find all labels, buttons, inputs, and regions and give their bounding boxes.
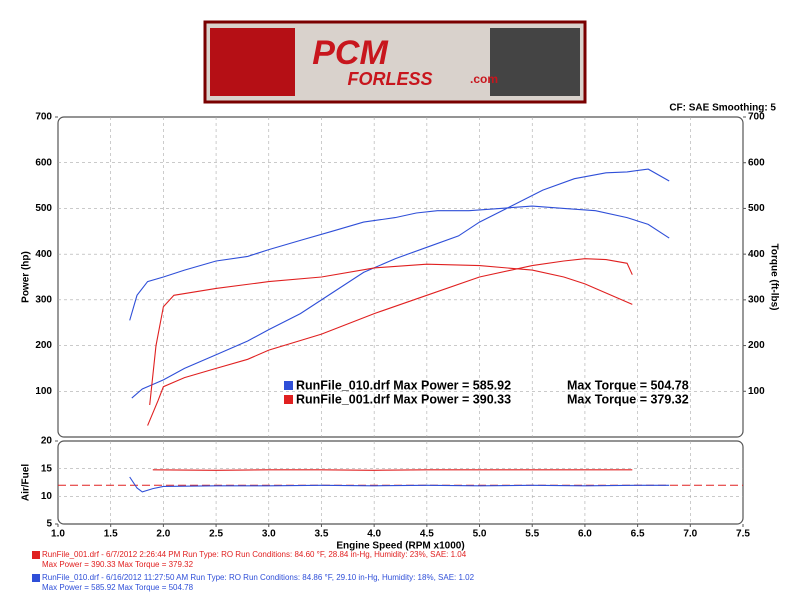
x-tick-label: 6.5 — [631, 529, 645, 540]
logo-car-left — [210, 28, 295, 96]
x-tick-label: 2.0 — [156, 529, 170, 540]
y-tick-label: 500 — [35, 203, 52, 214]
y-axis-label: Air/Fuel — [21, 464, 32, 501]
plot-frame — [57, 440, 744, 525]
y-tick-label: 100 — [35, 386, 52, 397]
logo-text: FORLESS — [347, 69, 432, 89]
run-swatch — [32, 574, 40, 582]
y-tick-label: 700 — [35, 112, 52, 123]
y2-tick-label: 200 — [748, 340, 765, 351]
x-tick-label: 2.5 — [209, 529, 223, 540]
legend-power: RunFile_010.drf Max Power = 585.92 — [296, 378, 511, 392]
data-line — [147, 258, 633, 426]
logo-car-right — [490, 28, 580, 96]
x-tick-label: 5.5 — [525, 529, 539, 540]
y2-axis-label: Torque (ft-lbs) — [768, 243, 779, 310]
legend-swatch — [284, 395, 293, 404]
plot-frame — [57, 116, 744, 438]
legend-torque: Max Torque = 504.78 — [567, 378, 689, 392]
y-tick-label: 5 — [46, 519, 52, 530]
legend-torque: Max Torque = 379.32 — [567, 392, 689, 406]
y-axis-label: Power (hp) — [21, 251, 32, 303]
y2-tick-label: 100 — [748, 386, 765, 397]
run-summary: Max Power = 585.92 Max Torque = 504.78 — [42, 583, 194, 592]
data-line — [152, 469, 633, 471]
data-line — [149, 263, 633, 406]
legend-swatch — [284, 381, 293, 390]
y-tick-label: 15 — [41, 463, 53, 474]
x-tick-label: 1.5 — [104, 529, 118, 540]
legend-power: RunFile_001.drf Max Power = 390.33 — [296, 392, 511, 406]
run-summary: Max Power = 390.33 Max Torque = 379.32 — [42, 560, 194, 569]
x-tick-label: 3.5 — [315, 529, 329, 540]
run-swatch — [32, 551, 40, 559]
logo-text: .com — [470, 72, 498, 86]
run-details: RunFile_001.drf - 6/7/2012 2:26:44 PM Ru… — [42, 550, 467, 559]
x-tick-label: 7.0 — [683, 529, 697, 540]
x-tick-label: 6.0 — [578, 529, 592, 540]
y-tick-label: 600 — [35, 157, 52, 168]
logo-text: PCM — [312, 34, 388, 72]
y-tick-label: 200 — [35, 340, 52, 351]
x-tick-label: 3.0 — [262, 529, 276, 540]
y2-tick-label: 300 — [748, 294, 765, 305]
y-tick-label: 10 — [41, 491, 53, 502]
y-tick-label: 400 — [35, 249, 52, 260]
data-line — [131, 168, 670, 399]
data-line — [129, 476, 670, 493]
y2-tick-label: 400 — [748, 249, 765, 260]
data-line — [129, 205, 670, 321]
y2-tick-label: 600 — [748, 157, 765, 168]
y-tick-label: 20 — [41, 436, 53, 447]
settings-label: CF: SAE Smoothing: 5 — [669, 103, 776, 114]
y2-tick-label: 700 — [748, 112, 765, 123]
x-tick-label: 5.0 — [473, 529, 487, 540]
x-tick-label: 4.5 — [420, 529, 434, 540]
y2-tick-label: 500 — [748, 203, 765, 214]
y-tick-label: 300 — [35, 294, 52, 305]
x-tick-label: 7.5 — [736, 529, 750, 540]
logo: PCM FORLESS .com — [203, 20, 587, 104]
x-tick-label: 1.0 — [51, 529, 65, 540]
x-axis-label: Engine Speed (RPM x1000) — [336, 541, 464, 552]
x-tick-label: 4.0 — [367, 529, 381, 540]
run-details: RunFile_010.drf - 6/16/2012 11:27:50 AM … — [42, 573, 475, 582]
